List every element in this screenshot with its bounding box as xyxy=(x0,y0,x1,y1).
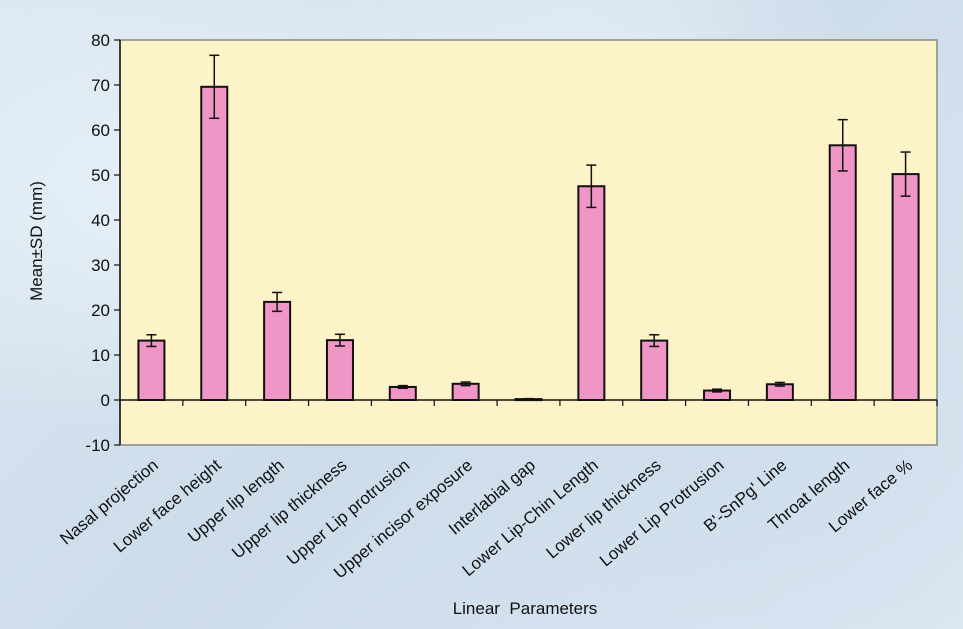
y-tick-label: 80 xyxy=(91,31,110,50)
x-axis-title: Linear Parameters xyxy=(453,599,598,618)
bar xyxy=(828,144,857,401)
bar xyxy=(200,85,229,402)
y-tick-label: 20 xyxy=(91,301,110,320)
bar xyxy=(263,300,292,401)
bar xyxy=(577,185,606,401)
bars-group xyxy=(137,54,920,402)
bar xyxy=(137,339,166,402)
y-tick-label: 40 xyxy=(91,211,110,230)
bar xyxy=(640,339,669,402)
y-tick-label: 50 xyxy=(91,166,110,185)
y-tick-label: 30 xyxy=(91,256,110,275)
y-tick-label: 10 xyxy=(91,346,110,365)
y-tick-label: 60 xyxy=(91,121,110,140)
y-tick-label: 0 xyxy=(101,391,110,410)
plot-area xyxy=(119,39,938,446)
bar xyxy=(325,339,354,401)
category-label: Lower lip thickness xyxy=(543,456,665,563)
category-label: Upper lip thickness xyxy=(228,456,350,563)
y-tick-label: -10 xyxy=(85,436,110,455)
y-axis: -10 0 10 20 30 40 50 60 70 80 xyxy=(85,31,121,455)
bar xyxy=(891,173,920,401)
category-label: Lower Lip Protrusion xyxy=(596,456,728,571)
y-tick-label: 70 xyxy=(91,76,110,95)
y-axis-title: Mean±SD (mm) xyxy=(27,181,46,301)
category-label: Lower face height xyxy=(110,455,225,556)
